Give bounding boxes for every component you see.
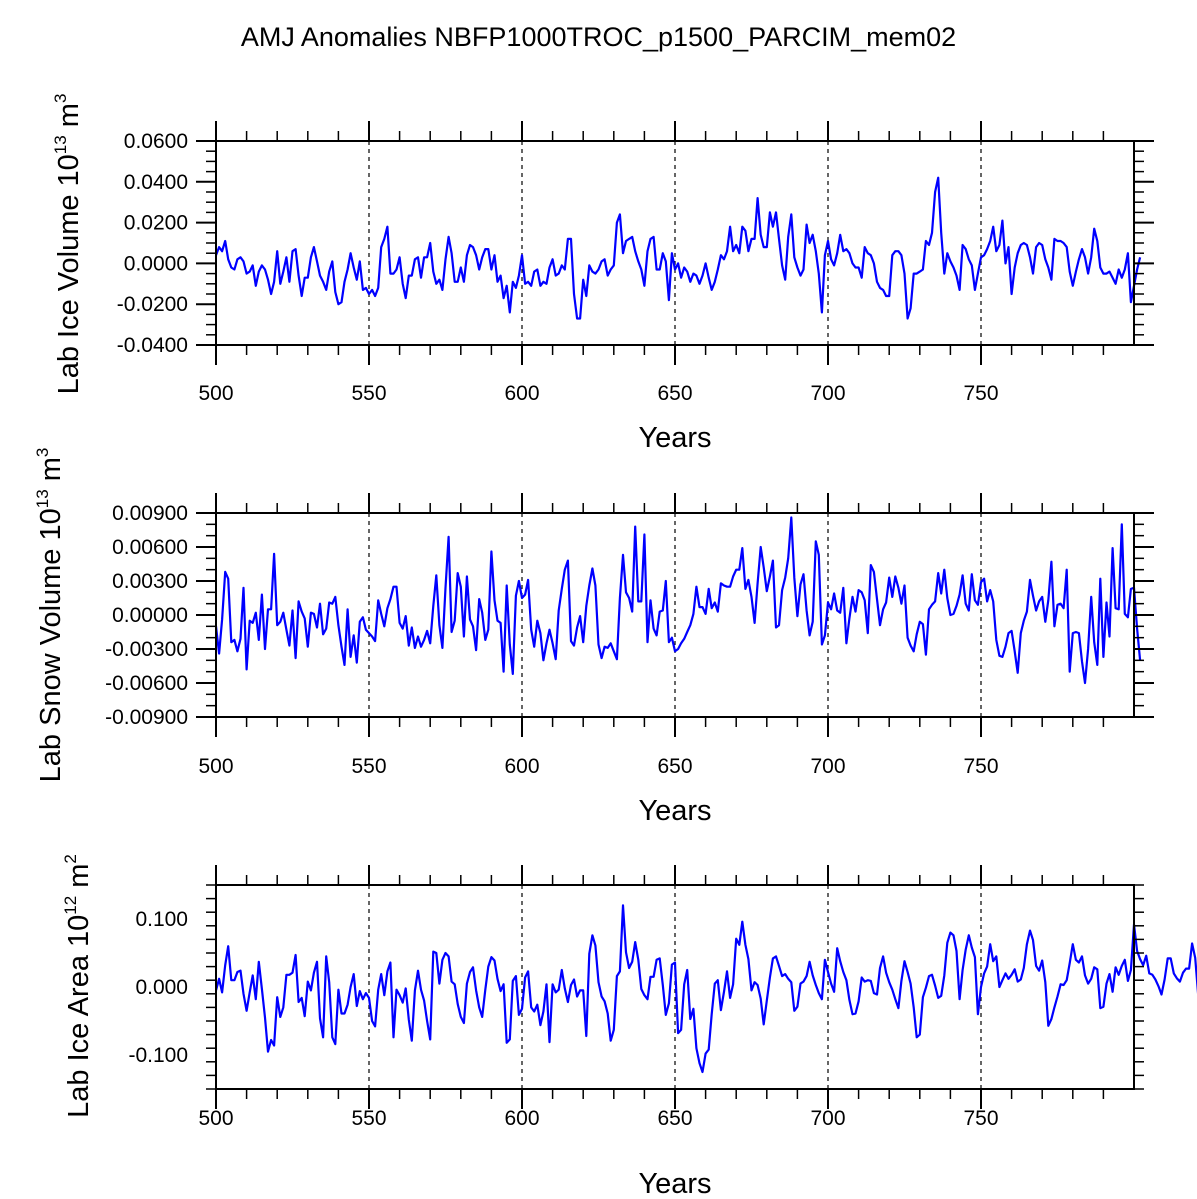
x-tick-label: 750 [963, 755, 998, 778]
y-tick-label: -0.0200 [117, 293, 188, 316]
y-tick-label: 0.0200 [124, 212, 188, 235]
x-axis-title: Years [638, 1168, 711, 1199]
y-tick-label: 0.0000 [124, 252, 188, 275]
x-tick-label: 500 [198, 1107, 233, 1130]
y-tick-label: -0.00300 [105, 638, 188, 661]
x-tick-label: 700 [810, 1107, 845, 1130]
x-tick-label: 600 [504, 382, 539, 405]
y-tick-label: 0.00900 [112, 502, 188, 525]
x-tick-label: 700 [810, 755, 845, 778]
y-tick-label: -0.100 [128, 1044, 188, 1067]
series-line-lab-snow-volume [214, 516, 1142, 685]
y-tick-label: 0.100 [135, 908, 188, 931]
x-axis-title: Years [638, 422, 711, 454]
panel-2: 500 550 600 650 700 750 Years -0.00900 -0.00600 -… [33, 448, 1154, 827]
x-tick-label: 550 [351, 1107, 386, 1130]
y-axis-title: Lab Snow Volume 1013 m3 [33, 448, 67, 783]
x-tick-label: 600 [504, 1107, 539, 1130]
chart-title: AMJ Anomalies NBFP1000TROC_p1500_PARCIM_… [240, 22, 957, 52]
y-tick-label: 0.00600 [112, 536, 188, 559]
panel-3: 500 550 600 650 700 750 Years -0.100 0.000 0.100 L… [61, 854, 1197, 1199]
series-line-lab-ice-volume [214, 176, 1142, 320]
y-tick-label: -0.00600 [105, 672, 188, 695]
y-tick-label: 0.000 [135, 976, 188, 999]
x-tick-label: 600 [504, 755, 539, 778]
x-tick-label: 650 [657, 1107, 692, 1130]
x-tick-label: 500 [198, 755, 233, 778]
panel-1: 500 550 600 650 700 750 Years -0.0400 -0.0200 0.0… [51, 94, 1154, 454]
x-tick-label: 550 [351, 382, 386, 405]
x-tick-label: 750 [963, 1107, 998, 1130]
y-axis-title: Lab Ice Area 1012 m2 [61, 854, 95, 1118]
y-tick-label: 0.0400 [124, 171, 188, 194]
x-axis-title: Years [638, 795, 711, 827]
plot-frame [215, 512, 1135, 718]
y-tick-label: 0.00000 [112, 604, 188, 627]
x-tick-label: 650 [657, 755, 692, 778]
x-tick-label: 750 [963, 382, 998, 405]
x-tick-label: 700 [810, 382, 845, 405]
y-tick-label: -0.0400 [117, 334, 188, 357]
y-axis-title: Lab Ice Volume 1013 m3 [51, 94, 85, 395]
x-tick-label: 650 [657, 382, 692, 405]
x-tick-label: 500 [198, 382, 233, 405]
y-tick-label: 0.00300 [112, 570, 188, 593]
y-tick-label: 0.0600 [124, 130, 188, 153]
x-tick-label: 550 [351, 755, 386, 778]
series-line-lab-ice-area [214, 904, 1197, 1074]
y-tick-label: -0.00900 [105, 706, 188, 729]
